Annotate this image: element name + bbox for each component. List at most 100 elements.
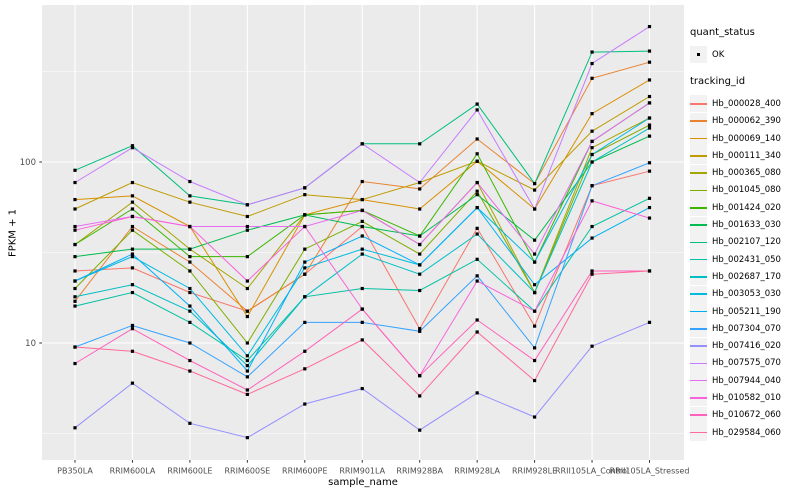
data-point	[475, 152, 479, 156]
series-line-icon	[690, 406, 707, 424]
legend-item-ok-label: OK	[712, 49, 725, 60]
series-line-icon	[690, 389, 707, 407]
data-point	[360, 197, 364, 202]
legend-item-Hb_000365_080: Hb_000365_080	[690, 164, 798, 182]
data-point	[73, 207, 77, 211]
series-line-icon	[690, 251, 707, 269]
legend-item-Hb_000062_390: Hb_000062_390	[690, 112, 798, 130]
legend-entry-label: Hb_000069_140	[712, 133, 781, 144]
legend-entry-label: Hb_000365_080	[712, 168, 781, 179]
data-point	[188, 304, 192, 308]
data-point	[73, 299, 77, 303]
data-point	[245, 279, 249, 283]
data-point	[590, 269, 594, 273]
data-point	[590, 344, 594, 348]
data-point	[590, 224, 594, 229]
data-point	[73, 361, 77, 366]
data-point	[590, 160, 594, 164]
legend-entry-label: Hb_002107_120	[712, 237, 781, 248]
y-tick-label: 10	[25, 339, 36, 349]
data-point	[360, 234, 364, 238]
data-point	[188, 255, 192, 259]
data-point	[360, 179, 364, 184]
data-point	[130, 381, 135, 385]
data-point	[418, 272, 422, 276]
data-point	[360, 338, 364, 342]
data-point	[188, 179, 192, 184]
data-point	[360, 252, 364, 256]
y-axis-title: FPKM + 1	[7, 208, 19, 258]
data-point	[130, 323, 135, 328]
data-point	[590, 61, 594, 66]
data-point	[188, 369, 192, 373]
series-line-icon	[690, 372, 707, 390]
data-point	[188, 260, 192, 264]
x-tick-label: RRIM600SE	[224, 467, 270, 476]
data-point	[360, 142, 364, 146]
x-tick-label: RRIM600LA	[110, 467, 156, 476]
data-point	[73, 242, 77, 247]
data-point	[533, 324, 537, 328]
data-point	[360, 208, 364, 213]
data-point	[303, 260, 307, 264]
data-point	[533, 238, 537, 242]
data-point	[245, 341, 249, 345]
data-point	[245, 375, 249, 379]
data-point	[303, 349, 307, 353]
data-point	[130, 283, 135, 287]
data-point	[418, 263, 422, 267]
data-point	[188, 309, 192, 313]
data-point	[590, 129, 594, 133]
x-tick-label: RRIM600LE	[167, 467, 212, 476]
data-point	[647, 205, 652, 210]
data-point	[590, 236, 594, 240]
legend-entry-label: Hb_003053_030	[712, 289, 781, 300]
data-point	[590, 152, 594, 157]
data-point	[533, 252, 537, 256]
data-point	[647, 78, 652, 82]
series-line-icon	[690, 216, 707, 234]
data-point	[130, 194, 135, 198]
x-tick-label: RRIM901LA	[339, 467, 385, 476]
series-line-icon	[690, 354, 707, 372]
data-point	[130, 290, 135, 295]
series-line-icon	[690, 130, 707, 148]
data-point	[73, 255, 77, 259]
x-tick-label: PB350LA	[57, 467, 93, 476]
data-point	[188, 341, 192, 345]
data-point	[418, 428, 422, 432]
data-point	[533, 309, 537, 313]
data-point	[360, 219, 364, 223]
data-point	[475, 391, 479, 395]
data-point	[533, 181, 537, 186]
legend-item-Hb_002431_050: Hb_002431_050	[690, 251, 798, 269]
legend-entry-label: Hb_010582_010	[712, 392, 781, 403]
data-point	[73, 228, 77, 232]
legend-item-Hb_007416_020: Hb_007416_020	[690, 337, 798, 355]
data-point	[303, 295, 307, 299]
data-point	[245, 255, 249, 259]
data-point	[647, 116, 652, 120]
x-tick-label: RRIM600PE	[282, 467, 328, 476]
x-tick-label: RRIM928LE	[512, 467, 557, 476]
data-point	[533, 415, 537, 419]
data-point	[245, 214, 249, 219]
data-point	[418, 187, 422, 191]
legend-entry-label: Hb_029584_060	[712, 427, 781, 438]
data-point	[475, 330, 479, 334]
legend-item-Hb_005211_190: Hb_005211_190	[690, 303, 798, 320]
data-point	[647, 169, 652, 173]
legend-entry-label: Hb_000062_390	[712, 116, 781, 127]
legend-entry-label: Hb_007304_070	[712, 323, 781, 334]
legend-entry-label: Hb_007944_040	[712, 375, 781, 386]
data-point	[647, 94, 652, 99]
legend-entry-label: Hb_005211_190	[712, 306, 781, 317]
data-point	[303, 266, 307, 270]
data-point	[73, 180, 77, 185]
data-point	[647, 320, 652, 324]
legend-item-Hb_029584_060: Hb_029584_060	[690, 424, 798, 442]
data-point	[130, 266, 135, 270]
data-point	[590, 199, 594, 203]
legend-entry-label: Hb_010672_060	[712, 410, 781, 421]
legend-entry-label: Hb_000111_340	[712, 150, 781, 161]
